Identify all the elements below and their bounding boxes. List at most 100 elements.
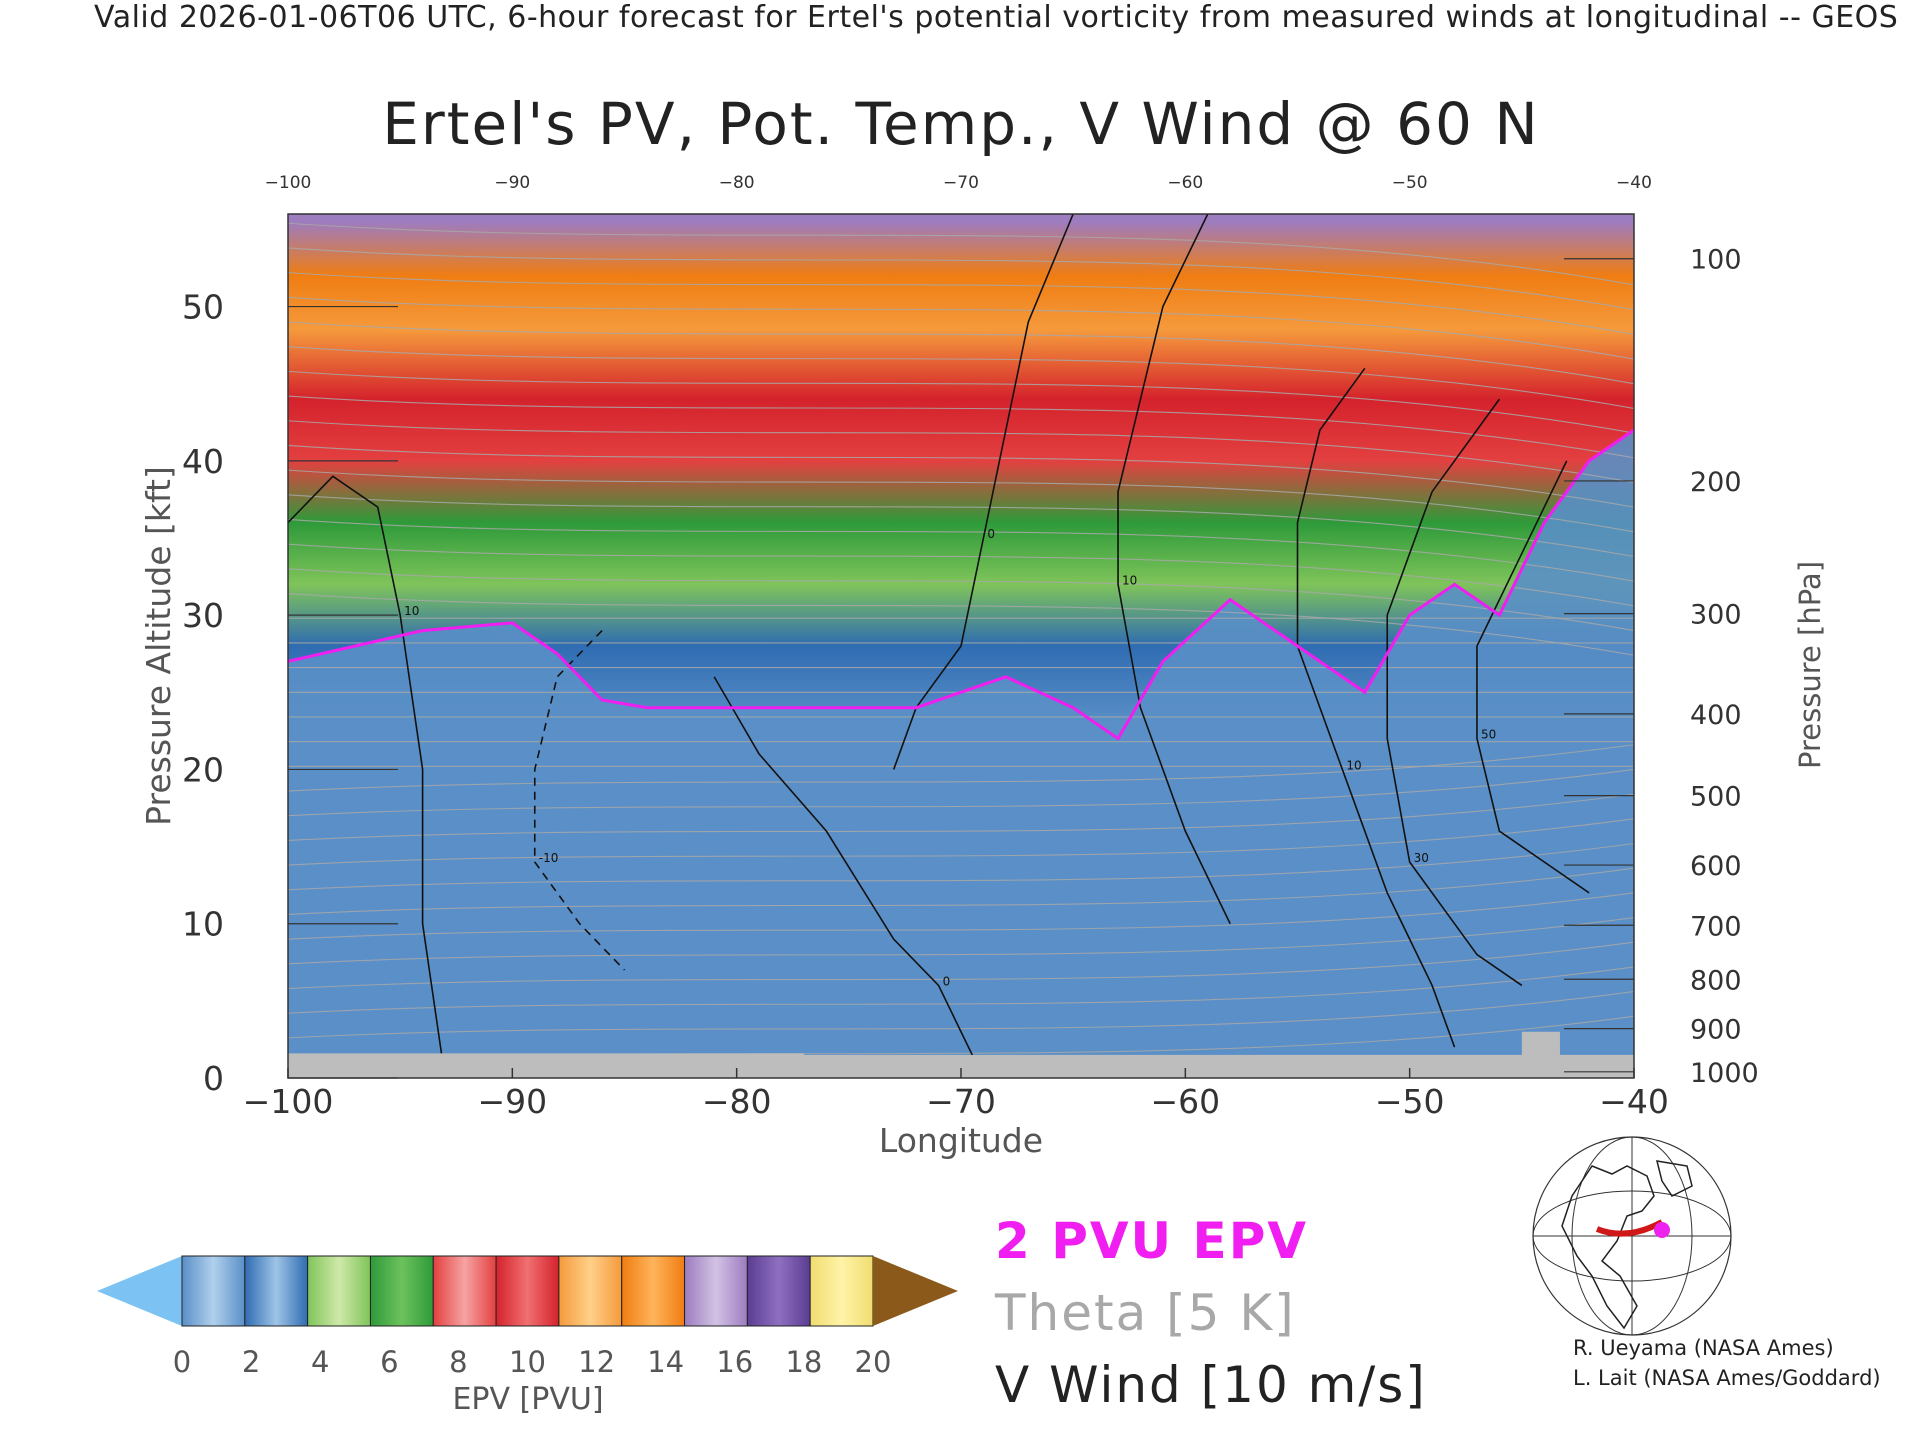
x-top-tick-label: −90: [494, 173, 530, 193]
colorbar-bin: [307, 1255, 371, 1327]
x-tick-label: −60: [1151, 1082, 1221, 1121]
y-tick-label: 10: [182, 905, 224, 944]
colorbar: 0 2 4 6 8 10 12 14 16 18 20 EPV [PVU]: [97, 1255, 958, 1417]
v-wind-contour-label: 0: [987, 527, 995, 541]
theta-contour: [288, 818, 1634, 866]
colorbar-bin: [181, 1255, 246, 1327]
theta-contour: [288, 744, 1634, 792]
colorbar-bin: [244, 1255, 309, 1327]
x-top-tick-label: −60: [1167, 173, 1203, 193]
pressure-tick-label: 300: [1690, 600, 1742, 631]
v-wind-contour-label: 10: [404, 604, 419, 618]
credit-line: L. Lait (NASA Ames/Goddard): [1573, 1366, 1881, 1390]
pressure-tick-label: 100: [1690, 245, 1742, 276]
colorbar-tick-label: 10: [509, 1345, 546, 1379]
colorbar-tick-label: 0: [173, 1345, 191, 1379]
terrain-ground: [288, 1031, 1634, 1078]
colorbar-over-arrow: [873, 1256, 958, 1326]
v-wind-contour-label: 30: [1414, 851, 1429, 865]
colorbar-bin: [495, 1255, 560, 1327]
colorbar-tick-label: 8: [449, 1345, 467, 1379]
theta-contour: [288, 494, 1634, 558]
pressure-tick-label: 200: [1690, 467, 1742, 498]
v-wind-contour: [1476, 460, 1590, 894]
pressure-tick-label: 800: [1690, 965, 1742, 996]
colorbar-bin: [369, 1255, 434, 1327]
pressure-tick-label: 600: [1690, 851, 1742, 882]
x-tick-label: −90: [478, 1082, 548, 1121]
colorbar-tick-label: 16: [716, 1345, 753, 1379]
theta-contour: [288, 966, 1634, 1014]
credit-line: R. Ueyama (NASA Ames): [1573, 1336, 1834, 1360]
v-wind-contour: [288, 475, 446, 1078]
legend-theta-key: Theta [5 K]: [995, 1284, 1296, 1342]
chart-title: Ertel's PV, Pot. Temp., V Wind @ 60 N: [382, 90, 1539, 158]
theta-contour: [288, 222, 1634, 286]
theta-contour: [288, 592, 1634, 656]
colorbar-bin: [684, 1255, 748, 1327]
colorbar-tick-label: 6: [380, 1345, 398, 1379]
x-axis-top: −100 −90 −80 −70 −60 −50 −40: [265, 173, 1652, 193]
v-wind-contour-label: 50: [1481, 728, 1496, 742]
theta-contour: [288, 991, 1634, 1039]
colorbar-tick-label: 18: [785, 1345, 822, 1379]
theta-contour: [288, 892, 1634, 940]
pressure-tick-label: 1000: [1690, 1058, 1759, 1089]
y-axis-right-pressure: 100 200 300 400 500 600 700 800 900 1000: [1564, 245, 1759, 1089]
contour-legend: 2 PVU EPV Theta [5 K] V Wind [10 m/s]: [995, 1205, 1427, 1421]
theta-contour: [288, 321, 1634, 385]
y-tick-label: 30: [182, 596, 224, 635]
v-wind-contour: [533, 630, 626, 971]
colorbar-tick-label: 14: [647, 1345, 684, 1379]
colorbar-bin: [432, 1255, 497, 1327]
troposphere-region: [288, 430, 1634, 1078]
y-axis-left: 0 10 20 30 40 50: [182, 288, 398, 1098]
theta-contour: [288, 420, 1634, 483]
y-tick-label: 20: [182, 750, 224, 789]
colorbar-under-arrow: [97, 1256, 182, 1326]
v-wind-contour: [1386, 398, 1523, 987]
x-top-tick-label: −50: [1392, 173, 1428, 193]
colorbar-bin: [746, 1255, 811, 1327]
y-tick-label: 50: [182, 288, 224, 327]
y-tick-label: 0: [203, 1059, 224, 1098]
theta-contour: [288, 867, 1634, 916]
x-top-tick-label: −80: [719, 173, 755, 193]
colorbar-bin: [621, 1255, 686, 1327]
credits: R. Ueyama (NASA Ames) L. Lait (NASA Ames…: [1573, 1333, 1881, 1393]
v-wind-contour-label: 10: [1346, 758, 1361, 772]
colorbar-bin: [809, 1255, 874, 1327]
theta-contour: [288, 247, 1634, 311]
x-tick-label: −80: [702, 1082, 772, 1121]
theta-contour: [288, 916, 1634, 965]
x-axis-label: Longitude: [879, 1121, 1043, 1160]
theta-contour: [288, 296, 1634, 360]
cross-section-line: [1595, 1219, 1664, 1237]
y-tick-label: 40: [182, 442, 224, 481]
theta-contour: [288, 768, 1634, 817]
pressure-tick-label: 900: [1690, 1015, 1742, 1046]
v-wind-contour: [1296, 367, 1456, 1048]
theta-contour: [288, 346, 1634, 409]
legend-vwind-key: V Wind [10 m/s]: [995, 1356, 1427, 1414]
y-axis-label: Pressure Altitude [kft]: [139, 466, 178, 826]
pressure-tick-label: 400: [1690, 700, 1742, 731]
y2-axis-label: Pressure [hPa]: [1793, 561, 1827, 769]
theta-contour: [288, 469, 1634, 533]
colorbar-tick-label: 12: [578, 1345, 615, 1379]
colorbar-label: EPV [PVU]: [452, 1382, 603, 1417]
pressure-tick-label: 700: [1690, 911, 1742, 942]
pressure-tick-label: 500: [1690, 782, 1742, 813]
theta-contour: [288, 568, 1634, 632]
x-top-tick-label: −40: [1616, 173, 1652, 193]
globe-map-icon: [1532, 1136, 1732, 1336]
theta-contour: [288, 543, 1634, 607]
x-tick-label: −50: [1375, 1082, 1445, 1121]
theta-contour: [288, 272, 1634, 335]
theta-contour: [288, 793, 1634, 841]
x-axis-bottom: −100 −90 −80 −70 −60 −50 −40: [243, 1068, 1669, 1121]
colorbar-tick-label: 4: [311, 1345, 329, 1379]
theta-contour: [288, 941, 1634, 990]
x-tick-label: −40: [1599, 1082, 1669, 1121]
